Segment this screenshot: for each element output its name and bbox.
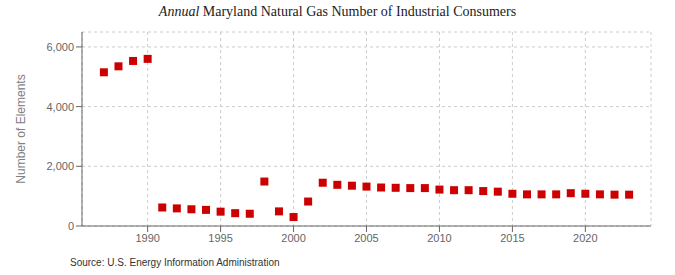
svg-text:Number of Elements: Number of Elements (14, 74, 28, 183)
svg-text:2010: 2010 (427, 232, 451, 244)
svg-text:2015: 2015 (500, 232, 524, 244)
svg-text:2005: 2005 (354, 232, 378, 244)
svg-text:2020: 2020 (573, 232, 597, 244)
svg-text:1990: 1990 (135, 232, 159, 244)
svg-text:2000: 2000 (281, 232, 305, 244)
svg-text:2,000: 2,000 (46, 160, 74, 172)
html-text:Annual Maryland Natural Gas Nu: Annual Maryland Natural Gas Number of In… (158, 4, 517, 19)
html-text:Source: U.S. Energy Informatio: Source: U.S. Energy Information Administ… (70, 257, 280, 268)
svg-text:4,000: 4,000 (46, 101, 74, 113)
svg-text:0: 0 (68, 220, 74, 232)
svg-text:1995: 1995 (208, 232, 232, 244)
svg-text:6,000: 6,000 (46, 41, 74, 53)
